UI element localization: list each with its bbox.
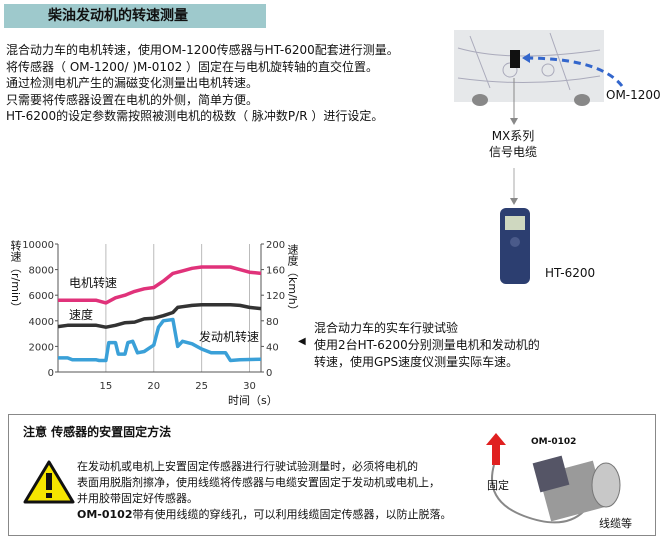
intro-line: 通过检测电机产生的漏磁变化测量出电机转速。 bbox=[6, 76, 259, 90]
caution-line: OM-0102带有使用线缆的穿线孔，可以利用线缆固定传感器，以防止脱落。 bbox=[77, 507, 451, 523]
down-arrow-icon bbox=[510, 118, 518, 125]
photo-sensor-label: OM-0102 bbox=[531, 437, 577, 447]
sensor-label: OM-1200 bbox=[606, 88, 661, 102]
series-line-0 bbox=[58, 265, 262, 305]
model-name: OM-0102 bbox=[77, 508, 133, 521]
x-tick-label: 20 bbox=[147, 381, 160, 392]
down-arrow-icon bbox=[510, 198, 518, 205]
series-label-speed: 速度 bbox=[69, 308, 94, 322]
caution-heading: 注意 传感器的安置固定方法 bbox=[23, 425, 172, 439]
warning-icon bbox=[23, 460, 75, 504]
y2-tick-label: 80 bbox=[266, 317, 279, 328]
y2-tick-label: 0 bbox=[266, 368, 272, 379]
speed-chart: 15 20 25 30 0 2000 4000 6000 8000 10000 0 40 80 120 16… bbox=[22, 240, 285, 392]
caption-line: 转速，使用GPS速度仪测量实际车速。 bbox=[314, 355, 519, 369]
intro-line: 将传感器（ OM-1200/ )M-0102 ）固定在与电机旋转轴的直交位置。 bbox=[6, 59, 379, 74]
cable-label-line2: 信号电缆 bbox=[488, 145, 537, 159]
caution-line: 在发动机或电机上安置固定传感器进行行驶试验测量时，必须将电机的 bbox=[77, 460, 418, 473]
series-line-1 bbox=[57, 303, 262, 329]
caption-line: 混合动力车的实车行驶试验 bbox=[314, 321, 459, 335]
y2-tick-label: 120 bbox=[266, 291, 285, 302]
y2-tick-label: 40 bbox=[266, 342, 279, 353]
intro-line: 混合动力车的电机转速，使用OM-1200传感器与HT-6200配套进行测量。 bbox=[6, 43, 399, 57]
om-0102-photo bbox=[486, 433, 621, 524]
caution-line-rest: 带有使用线缆的穿线孔，可以利用线缆固定传感器，以防止脱落。 bbox=[132, 508, 452, 521]
section-title: 柴油发动机的转速测量 bbox=[4, 4, 266, 28]
photo-fix-label: 固定 bbox=[487, 479, 509, 492]
photo-cable-label: 线缆等 bbox=[599, 517, 632, 530]
caution-box: 注意 传感器的安置固定方法 在发动机或电机上安置固定传感器进行行驶试验测量时，必… bbox=[8, 414, 656, 536]
y2-tick-label: 200 bbox=[266, 240, 285, 251]
om-1200-sensor bbox=[510, 50, 520, 68]
x-tick-label: 25 bbox=[195, 381, 208, 392]
caption-line: 使用2台HT-6200分别测量电机和发动机的 bbox=[314, 338, 540, 352]
left-arrow-icon: ◀ bbox=[298, 336, 306, 347]
y-tick-label: 10000 bbox=[22, 240, 54, 251]
device-label: HT-6200 bbox=[545, 266, 596, 280]
caution-line: 表面用脱脂剂擦净，使用线缆将传感器与电缆安置固定于发动机或电机上， bbox=[77, 476, 440, 489]
cable-label-line1: MX系列 bbox=[491, 129, 535, 143]
car-underside-photo bbox=[454, 30, 604, 102]
chart-caption: 混合动力车的实车行驶试验 使用2台HT-6200分别测量电机和发动机的 转速，使… bbox=[314, 320, 540, 371]
y2-tick-label: 160 bbox=[266, 266, 285, 277]
cable-label: MX系列 信号电缆 bbox=[488, 128, 538, 160]
up-arrow-icon bbox=[486, 433, 506, 465]
intro-line: HT-6200的设定参数需按照被测电机的极数（ 脉冲数P/R ）进行设定。 bbox=[6, 109, 384, 123]
caution-text: 在发动机或电机上安置固定传感器进行行驶试验测量时，必须将电机的 表面用脱脂剂擦净… bbox=[77, 459, 451, 523]
intro-text: 混合动力车的电机转速，使用OM-1200传感器与HT-6200配套进行测量。 将… bbox=[6, 42, 399, 125]
x-tick-label: 30 bbox=[243, 381, 256, 392]
series-line-2 bbox=[58, 317, 262, 363]
y-tick-label: 6000 bbox=[29, 291, 54, 302]
intro-line: 只需要将传感器设置在电机的外侧，简单方便。 bbox=[6, 92, 259, 107]
y-tick-label: 8000 bbox=[29, 266, 54, 277]
series-label-engine: 发动机转速 bbox=[199, 330, 260, 344]
y2-axis-label: 速度（km/h） bbox=[286, 244, 299, 316]
y-tick-label: 4000 bbox=[29, 317, 54, 328]
x-axis-label: 时间（s） bbox=[228, 394, 278, 407]
y-tick-label: 2000 bbox=[29, 342, 54, 353]
setup-diagram bbox=[454, 30, 624, 284]
y-tick-label: 0 bbox=[48, 368, 54, 379]
series-label-motor: 电机转速 bbox=[69, 276, 118, 290]
x-tick-label: 15 bbox=[100, 381, 113, 392]
y-axis-label: 转速（r/min） bbox=[9, 240, 22, 313]
caution-line: 并用胶带固定好传感器。 bbox=[77, 492, 198, 505]
pointer-arrow bbox=[523, 56, 624, 87]
